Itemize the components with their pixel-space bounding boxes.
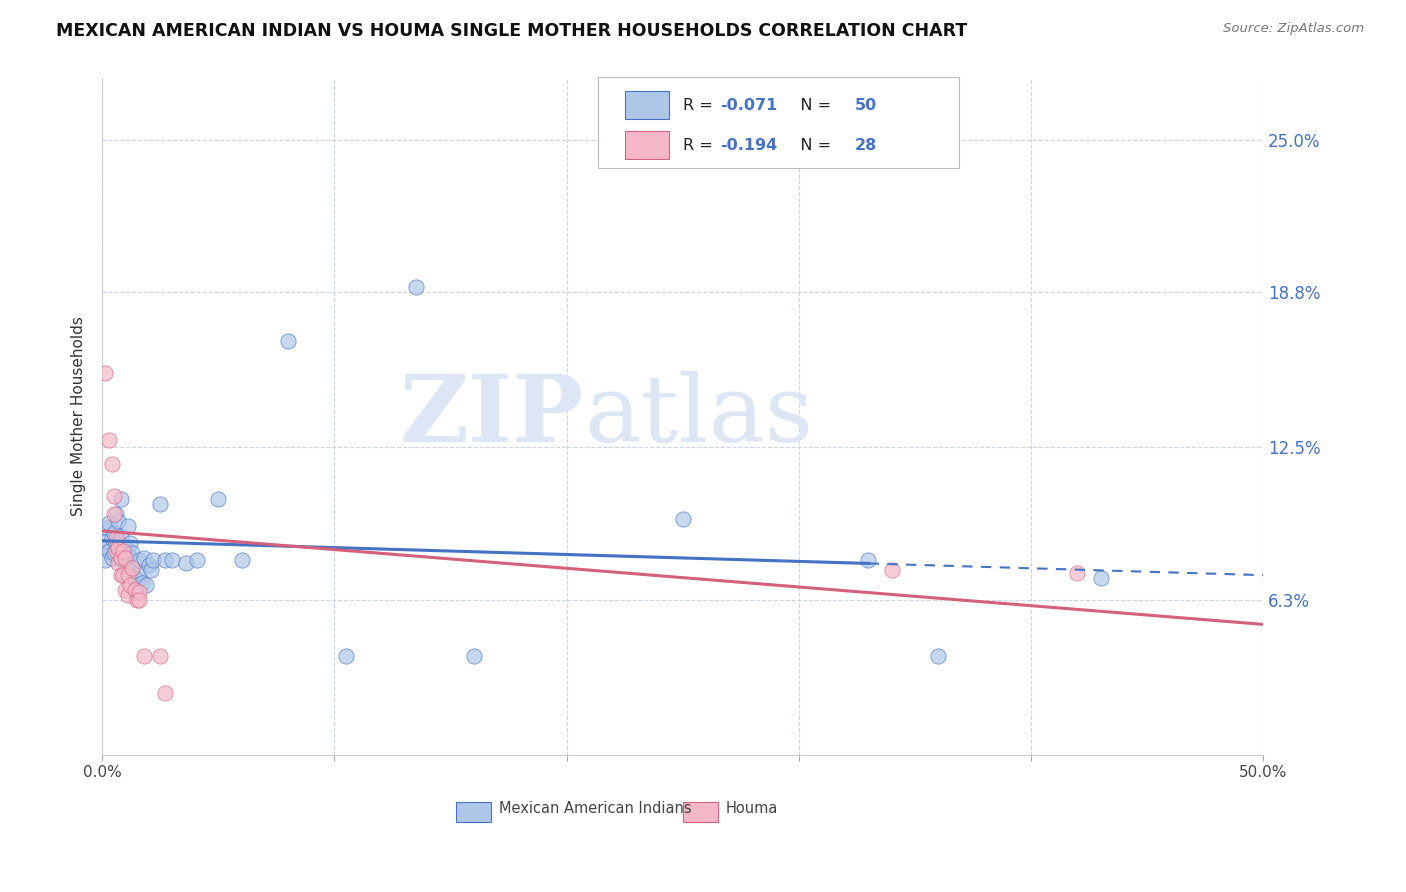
Point <box>107 514 129 528</box>
Point <box>138 558 160 573</box>
Point <box>110 491 132 506</box>
Point <box>103 526 125 541</box>
Point <box>114 539 136 553</box>
Point <box>128 585 150 599</box>
Point <box>112 543 135 558</box>
Point <box>120 578 142 592</box>
Point <box>93 367 115 381</box>
Point <box>335 649 357 664</box>
Point <box>139 563 162 577</box>
Point <box>110 551 132 566</box>
Point <box>207 491 229 506</box>
Point <box>112 541 135 555</box>
Point <box>107 541 129 555</box>
Point <box>100 551 122 566</box>
Point <box>110 529 132 543</box>
Point <box>174 556 197 570</box>
Y-axis label: Single Mother Households: Single Mother Households <box>72 317 86 516</box>
Point <box>96 521 118 535</box>
Point <box>121 546 143 560</box>
Point <box>120 536 142 550</box>
Point <box>672 511 695 525</box>
Point <box>153 553 176 567</box>
Text: 50: 50 <box>855 98 877 112</box>
Text: Source: ZipAtlas.com: Source: ZipAtlas.com <box>1223 22 1364 36</box>
Point <box>114 582 136 597</box>
Point <box>405 280 427 294</box>
Text: -0.194: -0.194 <box>720 137 778 153</box>
Point <box>186 553 208 567</box>
Point <box>142 553 165 567</box>
Point <box>277 334 299 349</box>
Text: atlas: atlas <box>583 371 813 461</box>
Point <box>135 578 157 592</box>
Text: N =: N = <box>785 98 837 112</box>
Point <box>131 575 153 590</box>
Point <box>463 649 485 664</box>
Point <box>1066 566 1088 580</box>
Point <box>117 549 139 563</box>
Point <box>103 507 125 521</box>
Point <box>927 649 949 664</box>
Point <box>114 551 136 566</box>
Text: R =: R = <box>683 137 717 153</box>
Text: N =: N = <box>785 137 837 153</box>
Point <box>132 649 155 664</box>
Point <box>98 543 121 558</box>
Point <box>114 561 136 575</box>
Text: MEXICAN AMERICAN INDIAN VS HOUMA SINGLE MOTHER HOUSEHOLDS CORRELATION CHART: MEXICAN AMERICAN INDIAN VS HOUMA SINGLE … <box>56 22 967 40</box>
Point <box>128 592 150 607</box>
Point <box>98 433 121 447</box>
Point <box>160 553 183 567</box>
Text: R =: R = <box>683 98 717 112</box>
Point <box>1090 571 1112 585</box>
Point <box>880 563 903 577</box>
Point <box>124 571 146 585</box>
Text: Houma: Houma <box>725 801 778 816</box>
Text: ZIP: ZIP <box>399 371 583 461</box>
Point <box>149 649 172 664</box>
Point <box>121 563 143 577</box>
Point <box>128 553 150 567</box>
Point <box>100 531 122 545</box>
Point <box>117 568 139 582</box>
Point <box>110 568 132 582</box>
Point <box>125 573 148 587</box>
Point <box>93 553 115 567</box>
Point <box>103 546 125 560</box>
Point <box>93 541 115 555</box>
FancyBboxPatch shape <box>624 91 669 120</box>
Point <box>117 588 139 602</box>
FancyBboxPatch shape <box>683 802 717 822</box>
FancyBboxPatch shape <box>457 802 491 822</box>
Point <box>125 592 148 607</box>
Point <box>105 543 128 558</box>
FancyBboxPatch shape <box>624 131 669 159</box>
Point <box>98 516 121 531</box>
Point <box>107 556 129 570</box>
Point <box>103 490 125 504</box>
Point <box>96 533 118 548</box>
Point <box>105 507 128 521</box>
Point <box>149 497 172 511</box>
FancyBboxPatch shape <box>598 78 959 168</box>
Text: -0.071: -0.071 <box>720 98 778 112</box>
Point <box>132 551 155 566</box>
Point <box>128 566 150 580</box>
Point <box>105 531 128 545</box>
Point <box>100 458 122 472</box>
Text: Mexican American Indians: Mexican American Indians <box>499 801 692 816</box>
Point <box>105 536 128 550</box>
Point <box>153 686 176 700</box>
Point <box>112 568 135 582</box>
Point <box>124 582 146 597</box>
Point <box>107 546 129 560</box>
Point <box>858 553 880 567</box>
Point <box>121 561 143 575</box>
Point <box>231 553 253 567</box>
Text: 28: 28 <box>855 137 877 153</box>
Point <box>117 519 139 533</box>
Point <box>112 551 135 566</box>
